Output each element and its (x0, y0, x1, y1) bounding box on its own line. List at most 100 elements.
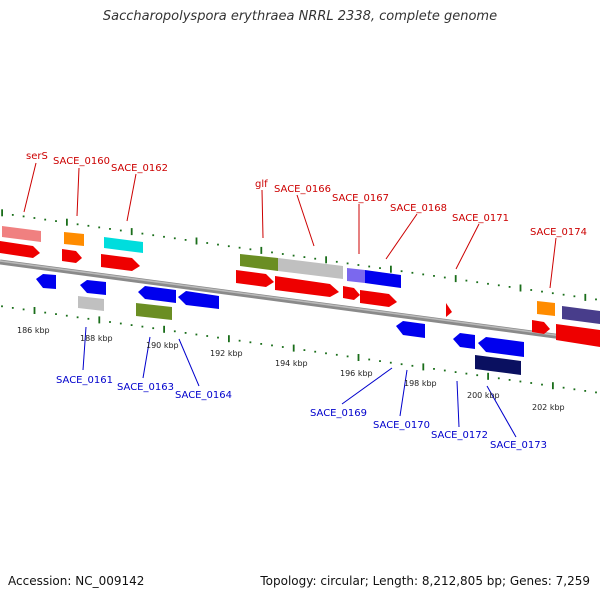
gene-arrow-sace-0161-arrow[interactable] (80, 280, 106, 295)
accession-text: Accession: NC_009142 (8, 574, 145, 588)
gene-label-sace-0172[interactable]: SACE_0172 (431, 430, 488, 441)
gene-box-sace-0163[interactable] (136, 303, 172, 320)
gene-arrow-sace-0168[interactable] (360, 290, 397, 307)
gene-arrow-glf[interactable] (236, 270, 274, 287)
gene-label-sace-0173[interactable]: SACE_0173 (490, 440, 547, 451)
gene-arrow-rev-a[interactable] (36, 274, 56, 289)
scale-tick (163, 325, 165, 333)
gene-label-sace-0169[interactable]: SACE_0169 (310, 408, 367, 419)
scale-tick (33, 307, 36, 314)
gene-label-sace-0168[interactable]: SACE_0168 (390, 203, 447, 214)
forward-feature-boxes (2, 226, 600, 324)
gene-box-sers[interactable] (2, 226, 41, 242)
scale-dot (22, 215, 25, 218)
gene-label-sace-0174[interactable]: SACE_0174 (530, 227, 587, 238)
gene-arrow-sace-0167[interactable] (343, 286, 360, 300)
scale-tick (454, 275, 457, 283)
scale-dot (44, 311, 47, 314)
scale-dot (217, 336, 219, 339)
gene-arrow-sace-0169[interactable] (396, 321, 425, 338)
gene-arrow-sace-0160[interactable] (62, 249, 82, 263)
gene-label-sace-0160[interactable]: SACE_0160 (53, 156, 110, 167)
scale-dot (487, 282, 489, 285)
scale-dot (249, 341, 252, 344)
gene-label-sace-0166[interactable]: SACE_0166 (274, 184, 331, 195)
scale-tick (228, 335, 230, 343)
scale-dot (260, 343, 263, 345)
scale-dot (87, 224, 90, 227)
scale-dot (411, 364, 414, 367)
scale-dot (206, 335, 209, 337)
gene-box-sace-0166[interactable] (278, 258, 343, 279)
scale-dot (109, 321, 111, 323)
scale-dot (303, 349, 306, 351)
scale-dot (379, 360, 381, 362)
scale-dot (508, 286, 511, 288)
scale-dot (292, 254, 295, 257)
gene-label-sers[interactable]: serS (26, 151, 48, 162)
scale-dot (195, 333, 198, 336)
gene-box-glf[interactable] (240, 254, 278, 271)
scale-dot (130, 324, 133, 326)
gene-arrow-sace-0163[interactable] (138, 286, 176, 303)
scale-dot (541, 383, 543, 386)
scale-dot (11, 307, 14, 309)
gene-arrow-sace-0173[interactable] (478, 337, 524, 357)
scale-label-188: 188 kbp (80, 334, 113, 343)
gene-box-sace-0162[interactable] (104, 237, 143, 253)
gene-arrow-sace-0166[interactable] (275, 276, 339, 297)
scale-dot (22, 308, 25, 311)
scale-tick (292, 344, 295, 352)
forward-gene-arrows (0, 241, 600, 347)
scale-dot (184, 239, 187, 241)
scale-dot (562, 386, 565, 389)
gene-box-sace-0173[interactable] (475, 355, 521, 375)
gene-box-sace-0168[interactable] (365, 270, 401, 288)
scale-dot (368, 265, 371, 268)
scale-dot (152, 327, 155, 330)
scale-tick (325, 256, 327, 264)
gene-arrow-sace-0164[interactable] (178, 291, 219, 309)
gene-label-sace-0162[interactable]: SACE_0162 (111, 163, 168, 174)
reverse-leader-lines (82, 326, 517, 438)
forward-scale-track (1, 209, 597, 301)
scale-dot (335, 260, 338, 263)
reverse-scale-track (1, 305, 597, 394)
scale-dot (217, 243, 219, 246)
gene-arrow-sace-0174a[interactable] (532, 320, 550, 334)
gene-label-sace-0170[interactable]: SACE_0170 (373, 420, 430, 431)
scale-label-198: 198 kbp (404, 379, 437, 388)
scale-dot (389, 361, 392, 364)
scale-dot (595, 391, 597, 394)
gene-arrow-sace-0174b[interactable] (556, 324, 600, 347)
scale-dot (465, 372, 468, 375)
scale-dot (141, 232, 144, 235)
scale-dot (379, 267, 381, 269)
scale-dot (141, 325, 144, 328)
scale-dot (443, 276, 446, 279)
gene-label-sace-0163[interactable]: SACE_0163 (117, 382, 174, 393)
gene-arrow-sace-0162[interactable] (101, 254, 140, 271)
gene-box-sace-0161[interactable] (78, 296, 104, 311)
scale-dot (271, 344, 273, 347)
gene-label-glf[interactable]: glf (255, 179, 268, 190)
scale-dot (33, 217, 36, 219)
gene-arrow-sace-0172[interactable] (453, 333, 475, 349)
scale-dot (476, 374, 479, 377)
scale-dot (562, 293, 565, 296)
gene-arrow-sers[interactable] (0, 241, 40, 258)
gene-label-sace-0164[interactable]: SACE_0164 (175, 390, 232, 401)
gene-label-sace-0161[interactable]: SACE_0161 (56, 375, 113, 386)
scale-dot (476, 281, 479, 284)
gene-box-sace-0160[interactable] (64, 232, 84, 246)
scale-labels: 186 kbp 188 kbp 190 kbp 192 kbp 194 kbp … (17, 326, 565, 412)
gene-arrow-sace-0171[interactable] (446, 303, 452, 317)
gene-box-sace-0174b[interactable] (562, 306, 600, 324)
gene-box-sace-0167[interactable] (347, 268, 365, 283)
gene-label-sace-0167[interactable]: SACE_0167 (332, 193, 389, 204)
scale-dot (55, 313, 57, 315)
gene-label-sace-0171[interactable]: SACE_0171 (452, 213, 509, 224)
gene-box-sace-0174a[interactable] (537, 301, 555, 316)
scale-dot (314, 350, 317, 353)
scale-label-200: 200 kbp (467, 391, 500, 400)
